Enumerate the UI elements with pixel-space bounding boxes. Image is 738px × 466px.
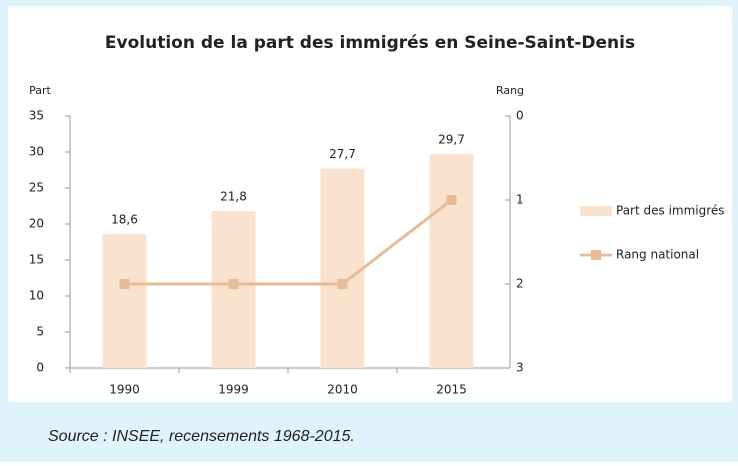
chart-title: Evolution de la part des immigrés en Sei… [105, 33, 635, 53]
line [124, 198, 453, 286]
line-marker [446, 195, 457, 205]
y2-tick-label: 3 [516, 361, 524, 375]
y-tick-label: 10 [29, 289, 44, 303]
y-tick-label: 0 [36, 361, 44, 375]
bar [429, 154, 474, 368]
source-note: Source : INSEE, recensements 1968-2015. [48, 428, 355, 445]
y-tick-label: 25 [29, 181, 44, 195]
y2-tick-label: 1 [516, 193, 524, 207]
data-label: 29,7 [438, 133, 465, 147]
bar [102, 234, 147, 368]
y2-tick-label: 0 [516, 109, 524, 123]
y-axis-label: Part [29, 84, 51, 97]
y-tick-label: 30 [29, 145, 44, 159]
y2-tick-label: 2 [516, 277, 524, 291]
legend-label: Part des immigrés [616, 204, 725, 218]
bar [320, 168, 365, 368]
y-tick-label: 20 [29, 217, 44, 231]
y-tick-label: 5 [36, 325, 44, 339]
line-marker [337, 279, 348, 289]
y2-axis-label: Rang [496, 84, 524, 97]
legend-swatch [591, 250, 601, 260]
line-marker [119, 279, 130, 289]
legend-label: Rang national [616, 248, 699, 262]
line-marker [228, 279, 239, 289]
data-label: 21,8 [220, 190, 247, 204]
x-tick-label: 2010 [327, 383, 358, 397]
y-tick-label: 35 [29, 109, 44, 123]
x-tick-label: 1999 [218, 383, 249, 397]
y-tick-label: 15 [29, 253, 44, 267]
x-tick-label: 1990 [109, 383, 140, 397]
data-label: 18,6 [111, 213, 138, 227]
legend-swatch [580, 206, 612, 216]
x-tick-label: 2015 [436, 383, 467, 397]
data-label: 27,7 [329, 147, 356, 161]
bar [211, 211, 256, 368]
